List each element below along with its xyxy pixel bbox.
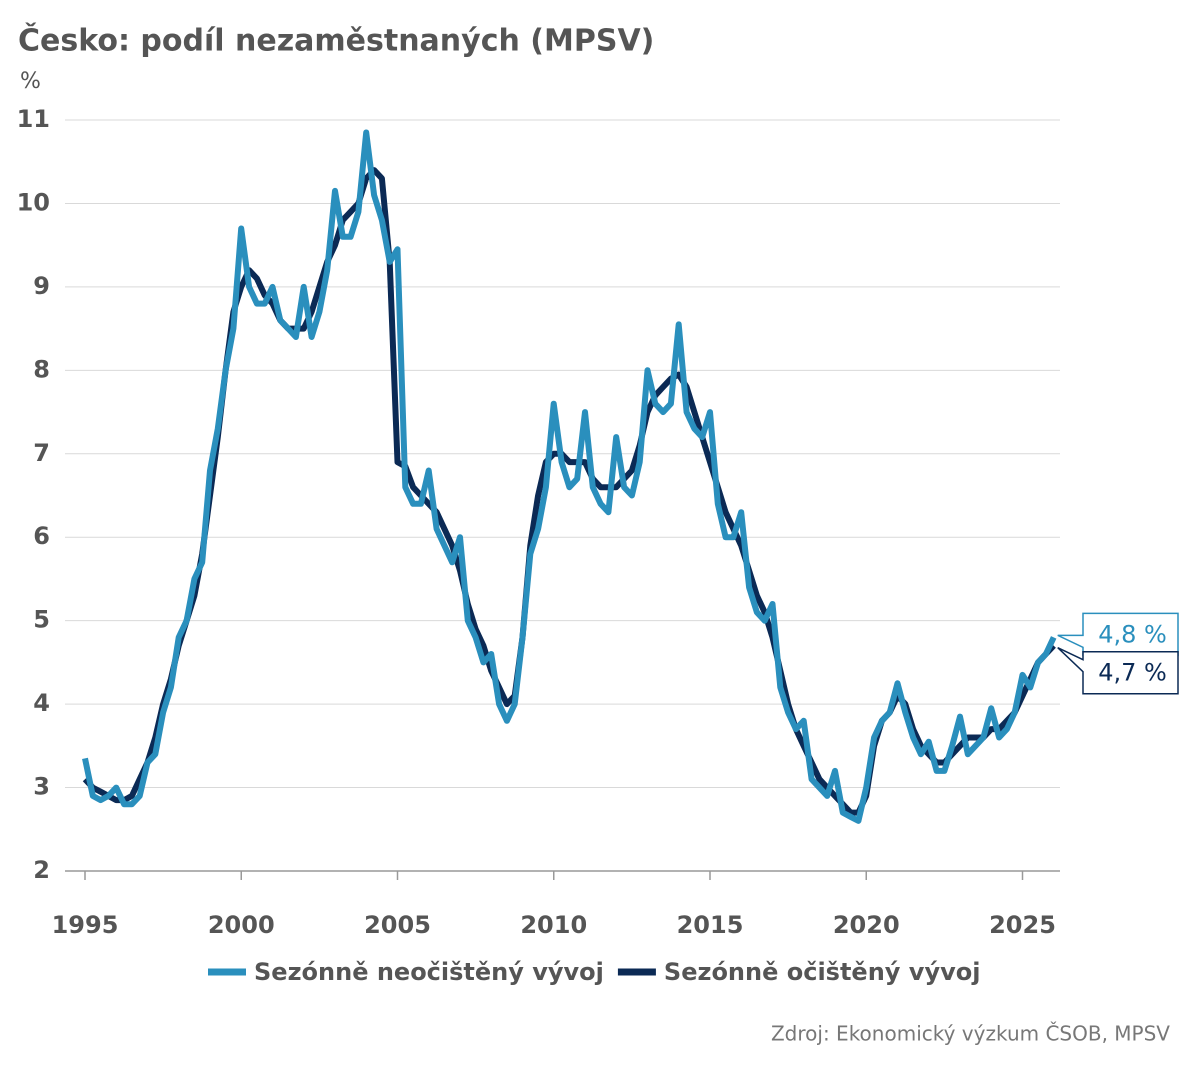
callout-box: [1057, 647, 1179, 695]
x-tick-label: 2010: [520, 911, 587, 939]
y-tick-label: 10: [17, 188, 50, 216]
callout-label: 4,8 %: [1098, 620, 1167, 648]
y-tick-label: 7: [33, 439, 50, 467]
source: Zdroj: Ekonomický výzkum ČSOB, MPSV: [771, 1022, 1170, 1046]
y-tick-label: 2: [33, 856, 50, 884]
line-series: [82, 129, 1057, 824]
callout-label: 4,7 %: [1098, 659, 1167, 687]
legend: Sezónně neočištěný vývoj Sezónně očištěný…: [208, 958, 980, 986]
y-tick-label: 4: [33, 689, 50, 717]
legend-label: Sezónně neočištěný vývoj: [254, 958, 604, 986]
x-tick-label: 2000: [208, 911, 275, 939]
x-tick-label: 2005: [364, 911, 431, 939]
y-tick-label: 3: [33, 773, 50, 801]
y-axis-label: %: [20, 69, 41, 94]
x-tick-label: 2020: [833, 911, 900, 939]
x-tick-label: 2015: [677, 911, 744, 939]
y-tick-label: 6: [33, 522, 50, 550]
y-tick-label: 11: [17, 105, 50, 133]
x-tick-label: 1995: [52, 911, 119, 939]
chart-title: Česko: podíl nezaměstnaných (MPSV): [18, 22, 654, 59]
x-tick-label: 2025: [989, 911, 1056, 939]
y-tick-label: 5: [33, 606, 50, 634]
y-tick-label: 8: [33, 355, 50, 383]
y-tick-label: 9: [33, 272, 50, 300]
legend-label: Sezónně očištěný vývoj: [664, 958, 981, 986]
